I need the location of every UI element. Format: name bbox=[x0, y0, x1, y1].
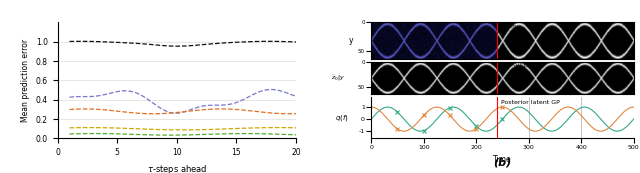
SIN bbox=[215, 108, 223, 110]
SIN bbox=[206, 108, 214, 110]
LDS bbox=[175, 45, 182, 47]
LDS bbox=[77, 40, 85, 42]
SIN bbox=[204, 108, 211, 111]
GP-VAE bbox=[172, 134, 179, 136]
SIN bbox=[272, 112, 280, 114]
IGP bbox=[292, 127, 300, 129]
Y-axis label: y: y bbox=[349, 36, 353, 45]
X-axis label: $\tau$-steps ahead: $\tau$-steps ahead bbox=[147, 163, 207, 173]
Line: LDS: LDS bbox=[70, 41, 296, 46]
SVAE bbox=[206, 104, 214, 106]
SIN bbox=[292, 113, 300, 115]
LDS bbox=[169, 45, 177, 47]
IGP bbox=[209, 128, 217, 130]
GP-VAE bbox=[227, 133, 234, 135]
Line: SIN: SIN bbox=[70, 109, 296, 114]
GP-VAE bbox=[272, 133, 280, 135]
SVAE bbox=[266, 88, 274, 90]
IGP bbox=[86, 126, 93, 129]
LDS bbox=[209, 43, 217, 45]
SIN bbox=[227, 108, 234, 110]
SVAE bbox=[166, 111, 173, 113]
Y-axis label: Mean prediction error: Mean prediction error bbox=[21, 39, 30, 122]
SIN bbox=[66, 108, 74, 111]
GP-VAE bbox=[66, 133, 74, 135]
SIN bbox=[218, 108, 225, 110]
LDS bbox=[292, 41, 300, 43]
IGP bbox=[227, 128, 234, 130]
GP-VAE bbox=[166, 134, 173, 136]
GP-VAE bbox=[292, 134, 300, 136]
SVAE bbox=[66, 96, 74, 98]
GP-VAE bbox=[209, 133, 217, 135]
X-axis label: Time: Time bbox=[493, 155, 512, 164]
IGP bbox=[206, 128, 214, 130]
LDS bbox=[227, 42, 234, 44]
Y-axis label: $\tilde{z}_0|y$: $\tilde{z}_0|y$ bbox=[332, 74, 346, 83]
GP-VAE bbox=[206, 133, 214, 135]
Text: Truth: Truth bbox=[501, 24, 518, 29]
Text: Posterior latent GP: Posterior latent GP bbox=[501, 101, 560, 106]
IGP bbox=[272, 126, 280, 129]
Text: (b): (b) bbox=[493, 158, 511, 168]
IGP bbox=[169, 129, 177, 131]
LDS bbox=[272, 40, 280, 42]
SVAE bbox=[172, 112, 179, 114]
LDS bbox=[218, 42, 225, 44]
SVAE bbox=[223, 104, 231, 106]
IGP bbox=[218, 128, 225, 130]
IGP bbox=[66, 127, 74, 129]
LDS bbox=[66, 40, 74, 43]
SVAE bbox=[292, 95, 300, 97]
IGP bbox=[180, 129, 188, 131]
SVAE bbox=[215, 104, 223, 106]
SVAE bbox=[272, 89, 280, 91]
Line: IGP: IGP bbox=[70, 128, 296, 130]
SIN bbox=[169, 112, 177, 114]
Line: SVAE: SVAE bbox=[70, 89, 296, 113]
LDS bbox=[206, 43, 214, 45]
Text: SGP-VAE: SGP-VAE bbox=[501, 63, 527, 68]
Y-axis label: $q(f)$: $q(f)$ bbox=[335, 113, 349, 123]
SVAE bbox=[204, 104, 211, 107]
SIN bbox=[149, 113, 157, 115]
GP-VAE bbox=[92, 133, 99, 135]
Line: GP-VAE: GP-VAE bbox=[70, 134, 296, 135]
GP-VAE bbox=[218, 133, 225, 135]
